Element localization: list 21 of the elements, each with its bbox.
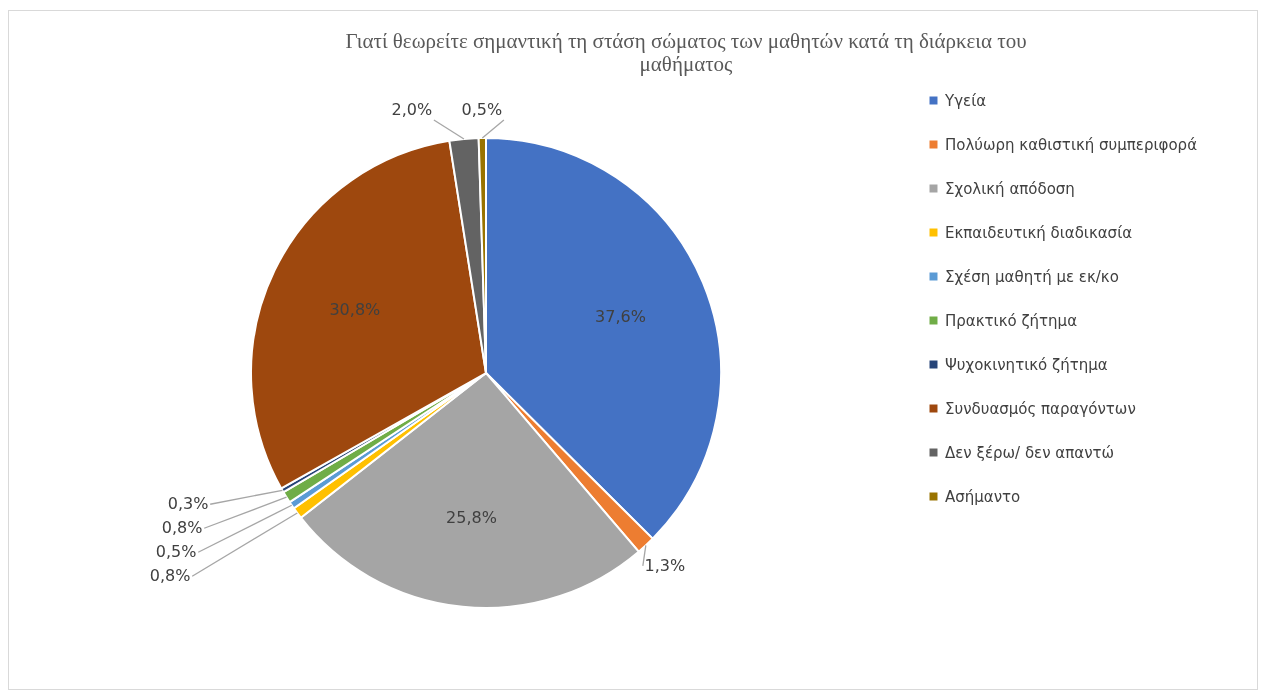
chart-title: Γιατί θεωρείτε σημαντική τη στάση σώματος των μαθητών κατά τη διάρκεια του μαθήματος: [345, 29, 1027, 76]
legend-label: Ασήμαντο: [945, 487, 1021, 506]
legend-label: Πρακτικό ζήτημα: [945, 311, 1078, 330]
legend-label: Δεν ξέρω/ δεν απαντώ: [945, 443, 1115, 462]
data-label: 0,5%: [461, 100, 503, 119]
data-label: 25,8%: [446, 507, 497, 527]
data-label: 37,6%: [595, 307, 646, 327]
legend-label: Σχολική απόδοση: [945, 179, 1075, 198]
data-label: 0,8%: [161, 518, 203, 538]
data-label: 0,3%: [167, 494, 209, 514]
legend-label: Εκπαιδευτική διαδικασία: [945, 223, 1133, 242]
legend-label: Πολύωρη καθιστική συμπεριφορά: [945, 135, 1198, 154]
legend-label: Υγεία: [944, 91, 987, 110]
legend-label: Σχέση μαθητή με εκ/κο: [945, 267, 1119, 286]
data-label: 2,0%: [391, 100, 433, 119]
legend-label: Συνδυασμός παραγόντων: [945, 399, 1136, 418]
data-label: 30,8%: [329, 299, 381, 319]
data-label: 1,3%: [644, 555, 686, 575]
legend-label: Ψυχοκινητικό ζήτημα: [945, 355, 1108, 374]
data-label: 0,8%: [149, 566, 191, 586]
data-label: 0,5%: [155, 542, 197, 562]
